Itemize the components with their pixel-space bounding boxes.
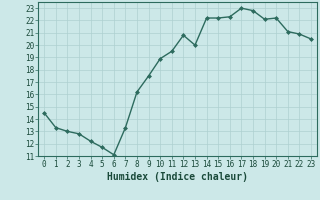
X-axis label: Humidex (Indice chaleur): Humidex (Indice chaleur): [107, 172, 248, 182]
